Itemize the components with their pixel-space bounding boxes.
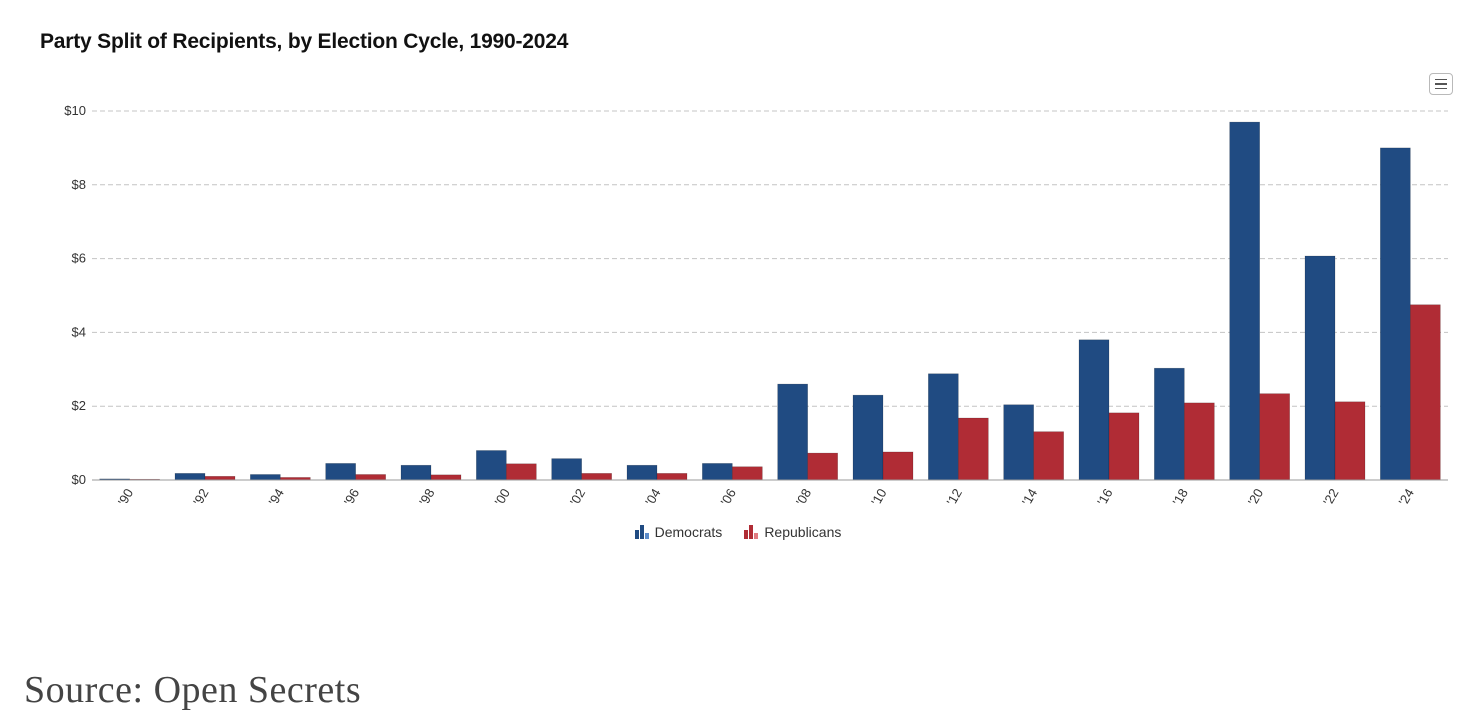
bar-democrats-4 [400, 464, 432, 481]
hamburger-icon-line [1435, 83, 1447, 85]
bar-republicans-14 [1184, 402, 1215, 481]
x-tick-label: '92 [190, 486, 211, 508]
legend-item-republicans[interactable]: Republicans [744, 524, 841, 540]
bar-republicans-16 [1334, 401, 1366, 481]
bar-republicans-12 [1033, 431, 1064, 481]
bar-democrats-8 [702, 463, 733, 481]
legend-label: Republicans [764, 524, 842, 540]
bar-democrats-5 [476, 450, 507, 481]
x-tick-label: '18 [1169, 486, 1190, 508]
x-tick-label: '04 [642, 486, 663, 508]
x-tick-label: '06 [717, 486, 738, 508]
hamburger-icon-line [1435, 87, 1447, 90]
y-tick-label: $4 [72, 324, 86, 339]
y-tick-label: $0 [72, 472, 86, 487]
bar-chart: $0 $2 $4 $6 $8 $10 '90 '92 '94 '96 '98 '00 '02 '04 '0… [64, 103, 1448, 508]
y-tick-label: $2 [72, 398, 86, 413]
bar-republicans-17 [1410, 304, 1441, 481]
bar-democrats-6 [551, 458, 582, 481]
bar-republicans-10 [882, 451, 914, 481]
bar-democrats-15 [1229, 121, 1260, 481]
bar-democrats-16 [1304, 255, 1336, 481]
bar-republicans-4 [430, 474, 462, 481]
bar-chart-icon [634, 525, 649, 539]
bar-republicans-7 [656, 473, 688, 481]
bar-republicans-15 [1259, 393, 1290, 481]
x-tick-label: '14 [1019, 486, 1040, 508]
bar-republicans-1 [204, 476, 236, 481]
bar-republicans-3 [355, 474, 386, 481]
x-tick-label: '02 [567, 486, 588, 508]
legend-label: Democrats [654, 524, 723, 540]
bar-democrats-13 [1078, 339, 1110, 481]
bar-republicans-5 [506, 463, 537, 481]
bar-chart-icon [744, 525, 759, 539]
bar-republicans-11 [958, 417, 989, 481]
x-tick-label: '94 [265, 486, 286, 508]
bar-democrats-17 [1380, 147, 1411, 481]
x-tick-label: '00 [491, 486, 512, 508]
x-tick-label: '22 [1320, 486, 1341, 508]
x-axis-ticks: '90 '92 '94 '96 '98 '00 '02 '04 '06 '08 '10 '12 '14 '… [115, 486, 1417, 508]
y-tick-label: $8 [72, 177, 86, 192]
x-tick-label: '24 [1395, 486, 1416, 508]
bar-democrats-7 [626, 464, 658, 481]
x-tick-label: '98 [416, 486, 437, 508]
chart-title: Party Split of Recipients, by Election C… [40, 30, 569, 53]
source-caption: Source: Open Secrets [24, 669, 362, 711]
y-axis-ticks: $0 $2 $4 $6 $8 $10 [64, 103, 86, 487]
legend-item-democrats[interactable]: Democrats [634, 524, 723, 540]
x-tick-label: '96 [341, 486, 362, 508]
x-tick-label: '12 [943, 486, 964, 508]
bar-democrats-10 [852, 394, 884, 481]
bar-democrats-2 [250, 474, 281, 481]
y-tick-label: $10 [64, 103, 86, 118]
bars [99, 121, 1441, 481]
bar-republicans-9 [807, 452, 838, 481]
bar-republicans-13 [1108, 412, 1140, 481]
y-tick-label: $6 [72, 251, 86, 266]
bar-democrats-3 [325, 463, 356, 481]
chart-menu-button[interactable] [1429, 73, 1453, 95]
bar-democrats-14 [1154, 367, 1185, 481]
x-tick-label: '90 [115, 486, 136, 508]
bar-republicans-8 [732, 466, 763, 481]
bar-democrats-1 [174, 473, 206, 481]
bar-republicans-6 [581, 473, 612, 481]
bar-democrats-11 [928, 373, 959, 481]
x-tick-label: '08 [793, 486, 814, 508]
legend: Democrats Republicans [0, 524, 1476, 540]
x-tick-label: '16 [1094, 486, 1115, 508]
bar-democrats-12 [1003, 404, 1034, 481]
x-tick-label: '10 [868, 486, 889, 508]
hamburger-icon [1435, 78, 1447, 81]
x-tick-label: '20 [1245, 486, 1266, 508]
bar-democrats-9 [777, 383, 808, 481]
gridlines [92, 110, 1448, 407]
